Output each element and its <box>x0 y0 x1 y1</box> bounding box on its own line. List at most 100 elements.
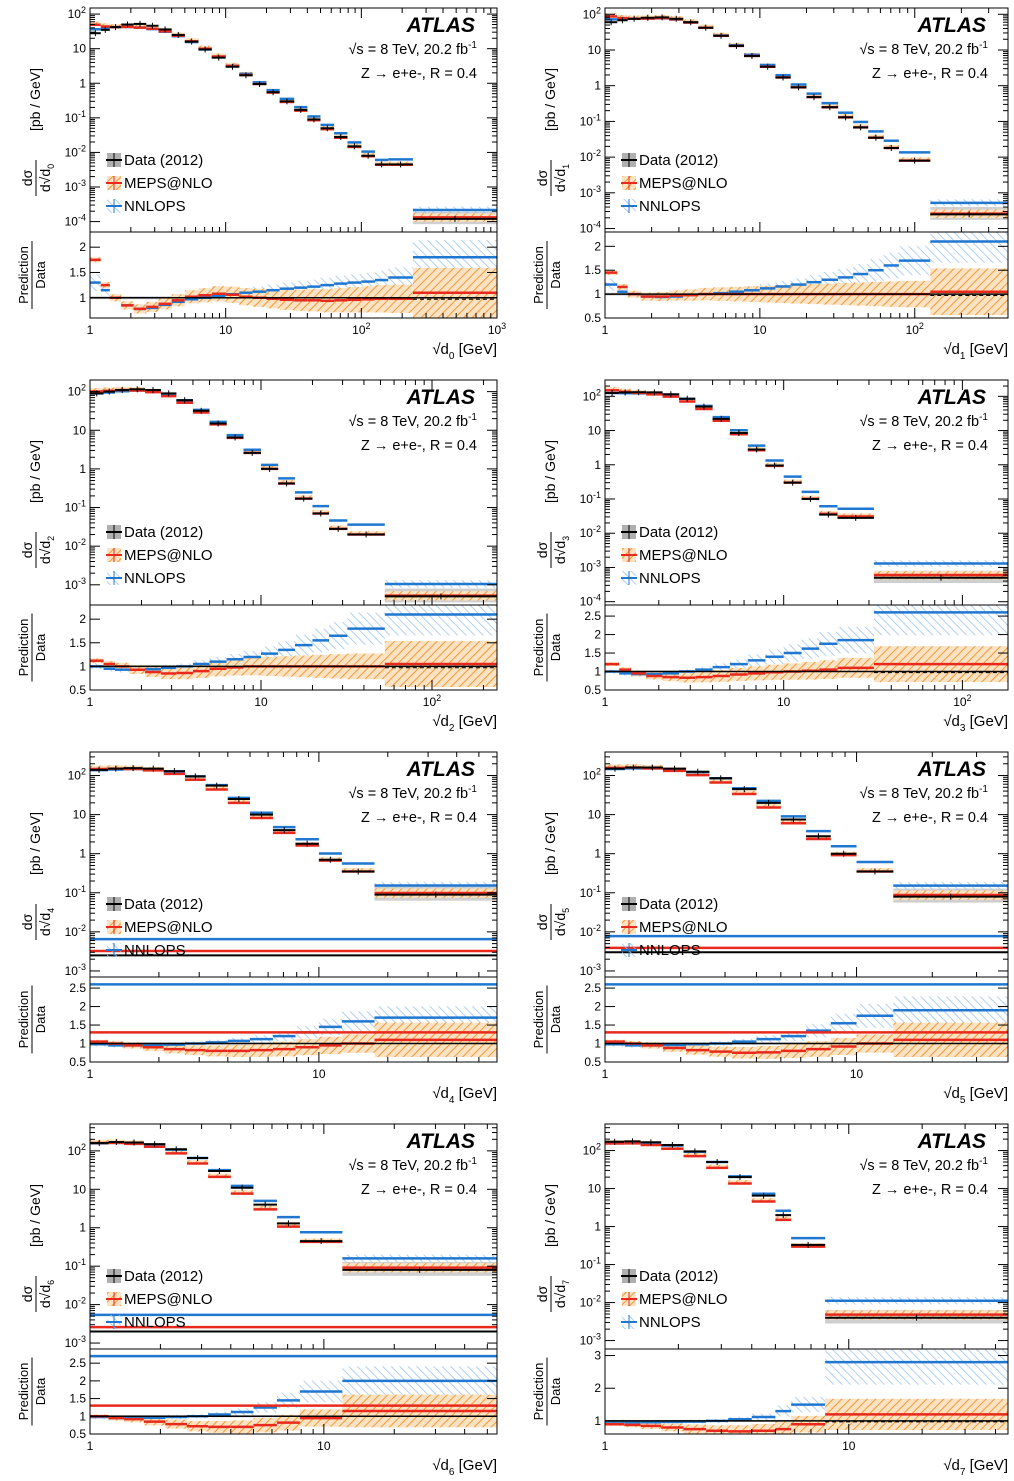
x-axis-label: √d5 [GeV] <box>943 1085 1008 1106</box>
y-axis-units: [pb / GeV] <box>542 440 558 503</box>
x-axis-label: √d4 [GeV] <box>432 1085 497 1106</box>
channel-label: Z → e+e-, R = 0.4 <box>872 810 988 826</box>
x-axis-label: √d3 [GeV] <box>943 713 1008 734</box>
x-axis-label: √d7 [GeV] <box>943 1457 1008 1478</box>
y-tick-label: 1 <box>79 1221 86 1235</box>
y-tick-label: 102 <box>68 767 86 783</box>
y-axis-label: [pb / GeV] dσ d√d0 <box>19 68 56 196</box>
x-tick-label: 10 <box>850 1067 864 1081</box>
ratio-plot-7 <box>605 1349 1008 1434</box>
legend-label: Data (2012) <box>124 152 203 169</box>
y-tick-label: 10 <box>73 808 87 822</box>
ratio-tick-label: 1 <box>594 287 601 301</box>
x-tick-label: 10 <box>317 1439 331 1453</box>
channel-label: Z → e+e-, R = 0.4 <box>872 1182 988 1198</box>
ratio-tick-label: 2 <box>594 1000 601 1014</box>
legend-label: MEPS@NLO <box>639 175 728 192</box>
ratio-plot-1 <box>605 232 1008 316</box>
ratio-frame <box>604 604 1009 691</box>
x-tick-label: 103 <box>488 321 506 337</box>
y-tick-label: 10-1 <box>580 112 601 128</box>
meps-band <box>208 1173 231 1178</box>
legend-label: NNLOPS <box>124 570 186 587</box>
ratio-axis-label: Prediction Data <box>531 1357 563 1426</box>
ratio-label-denominator: Data <box>33 1005 48 1033</box>
ratio-plot-2 <box>90 605 497 687</box>
y-tick-label: 10-2 <box>580 923 601 939</box>
y-axis-label: [pb / GeV] dσ d√d3 <box>534 440 571 568</box>
meps-band <box>732 790 757 795</box>
x-tick-label: 1 <box>87 1067 94 1081</box>
ratio-axis-label: Prediction Data <box>531 241 563 309</box>
energy-label: √s = 8 TeV, 20.2 fb-1 <box>859 412 988 430</box>
ratio-axis-label: Prediction Data <box>16 241 48 309</box>
ratio-label-numerator: Prediction <box>16 1363 31 1421</box>
ratio-tick-label: 2 <box>594 1381 601 1395</box>
meps-band <box>253 1206 277 1211</box>
y-tick-label: 10-1 <box>580 884 601 900</box>
y-axis-denominator: d√d4 <box>37 908 56 936</box>
y-tick-label: 10-2 <box>580 148 601 164</box>
y-axis-denominator: d√d3 <box>552 536 571 564</box>
y-axis-numerator: dσ <box>534 913 550 930</box>
y-tick-label: 102 <box>583 387 601 403</box>
ratio-tick-label: 1 <box>594 665 601 679</box>
x-tick-label: 1 <box>602 1067 609 1081</box>
legend-label: MEPS@NLO <box>124 547 213 564</box>
ratio-label-numerator: Prediction <box>16 991 31 1049</box>
ratio-label-denominator: Data <box>548 1377 563 1405</box>
y-tick-label: 10-1 <box>65 499 86 515</box>
x-tick-label: 1 <box>87 323 94 337</box>
main-plot-2 <box>90 386 497 603</box>
x-tick-label: 10 <box>312 1067 326 1081</box>
legend-label: MEPS@NLO <box>639 919 728 936</box>
atlas-label: ATLAS <box>917 758 986 781</box>
ratio-tick-label: 1.5 <box>69 636 86 650</box>
ratio-label-numerator: Prediction <box>531 246 546 304</box>
legend-label: NNLOPS <box>124 198 186 215</box>
ratio-frame <box>89 1348 498 1435</box>
atlas-label: ATLAS <box>917 1130 986 1153</box>
ratio-frame <box>89 976 498 1063</box>
ratio-tick-label: 2.5 <box>584 981 601 995</box>
ratio-axis-label: Prediction Data <box>531 613 563 682</box>
main-plot-5 <box>605 764 1008 954</box>
ratio-tick-label: 1.5 <box>584 646 601 660</box>
x-axis-label: √d2 [GeV] <box>432 713 497 734</box>
y-tick-label: 1 <box>594 847 601 861</box>
ratio-tick-label: 2 <box>79 612 86 626</box>
ratio-frame <box>89 231 498 319</box>
ratio-plot-6 <box>90 1354 497 1434</box>
ratio-tick-label: 1 <box>79 1409 86 1423</box>
legend-label: Data (2012) <box>639 1268 718 1285</box>
nnlops-ratio-band <box>930 232 1008 263</box>
y-axis-label: [pb / GeV] dσ d√d7 <box>534 1184 571 1312</box>
ratio-tick-label: 3 <box>594 1349 601 1363</box>
x-tick-label: 1 <box>602 1439 609 1453</box>
y-axis-denominator: d√d6 <box>37 1280 56 1308</box>
y-tick-label: 10 <box>73 1182 87 1196</box>
y-axis-units: [pb / GeV] <box>27 440 43 503</box>
legend-label: Data (2012) <box>124 524 203 541</box>
x-axis-label: √d6 [GeV] <box>432 1457 497 1478</box>
meps-band <box>775 1216 792 1221</box>
atlas-label: ATLAS <box>406 1130 475 1153</box>
energy-label: √s = 8 TeV, 20.2 fb-1 <box>348 1156 477 1174</box>
ratio-axis-label: Prediction Data <box>531 985 563 1054</box>
y-axis-units: [pb / GeV] <box>542 812 558 875</box>
ratio-tick-label: 0.5 <box>584 683 601 697</box>
y-tick-label: 102 <box>68 5 86 21</box>
ratio-label-denominator: Data <box>33 261 48 289</box>
ratio-axis-label: Prediction Data <box>16 1357 48 1426</box>
y-tick-label: 10-3 <box>580 184 601 200</box>
meps-band <box>756 804 781 809</box>
ratio-tick-label: 1 <box>79 1037 86 1051</box>
chart-panel-7: 10-3 10-2 10-1 1 10 102 1 2 3 1 10 √d7 [GeV] [pb / G… <box>531 1123 1009 1478</box>
ratio-tick-label: 2 <box>594 239 601 253</box>
y-tick-label: 102 <box>68 1142 86 1158</box>
y-axis-denominator: d√d1 <box>552 164 571 192</box>
y-tick-label: 10-3 <box>65 178 86 194</box>
y-axis-label: [pb / GeV] dσ d√d2 <box>19 440 56 568</box>
